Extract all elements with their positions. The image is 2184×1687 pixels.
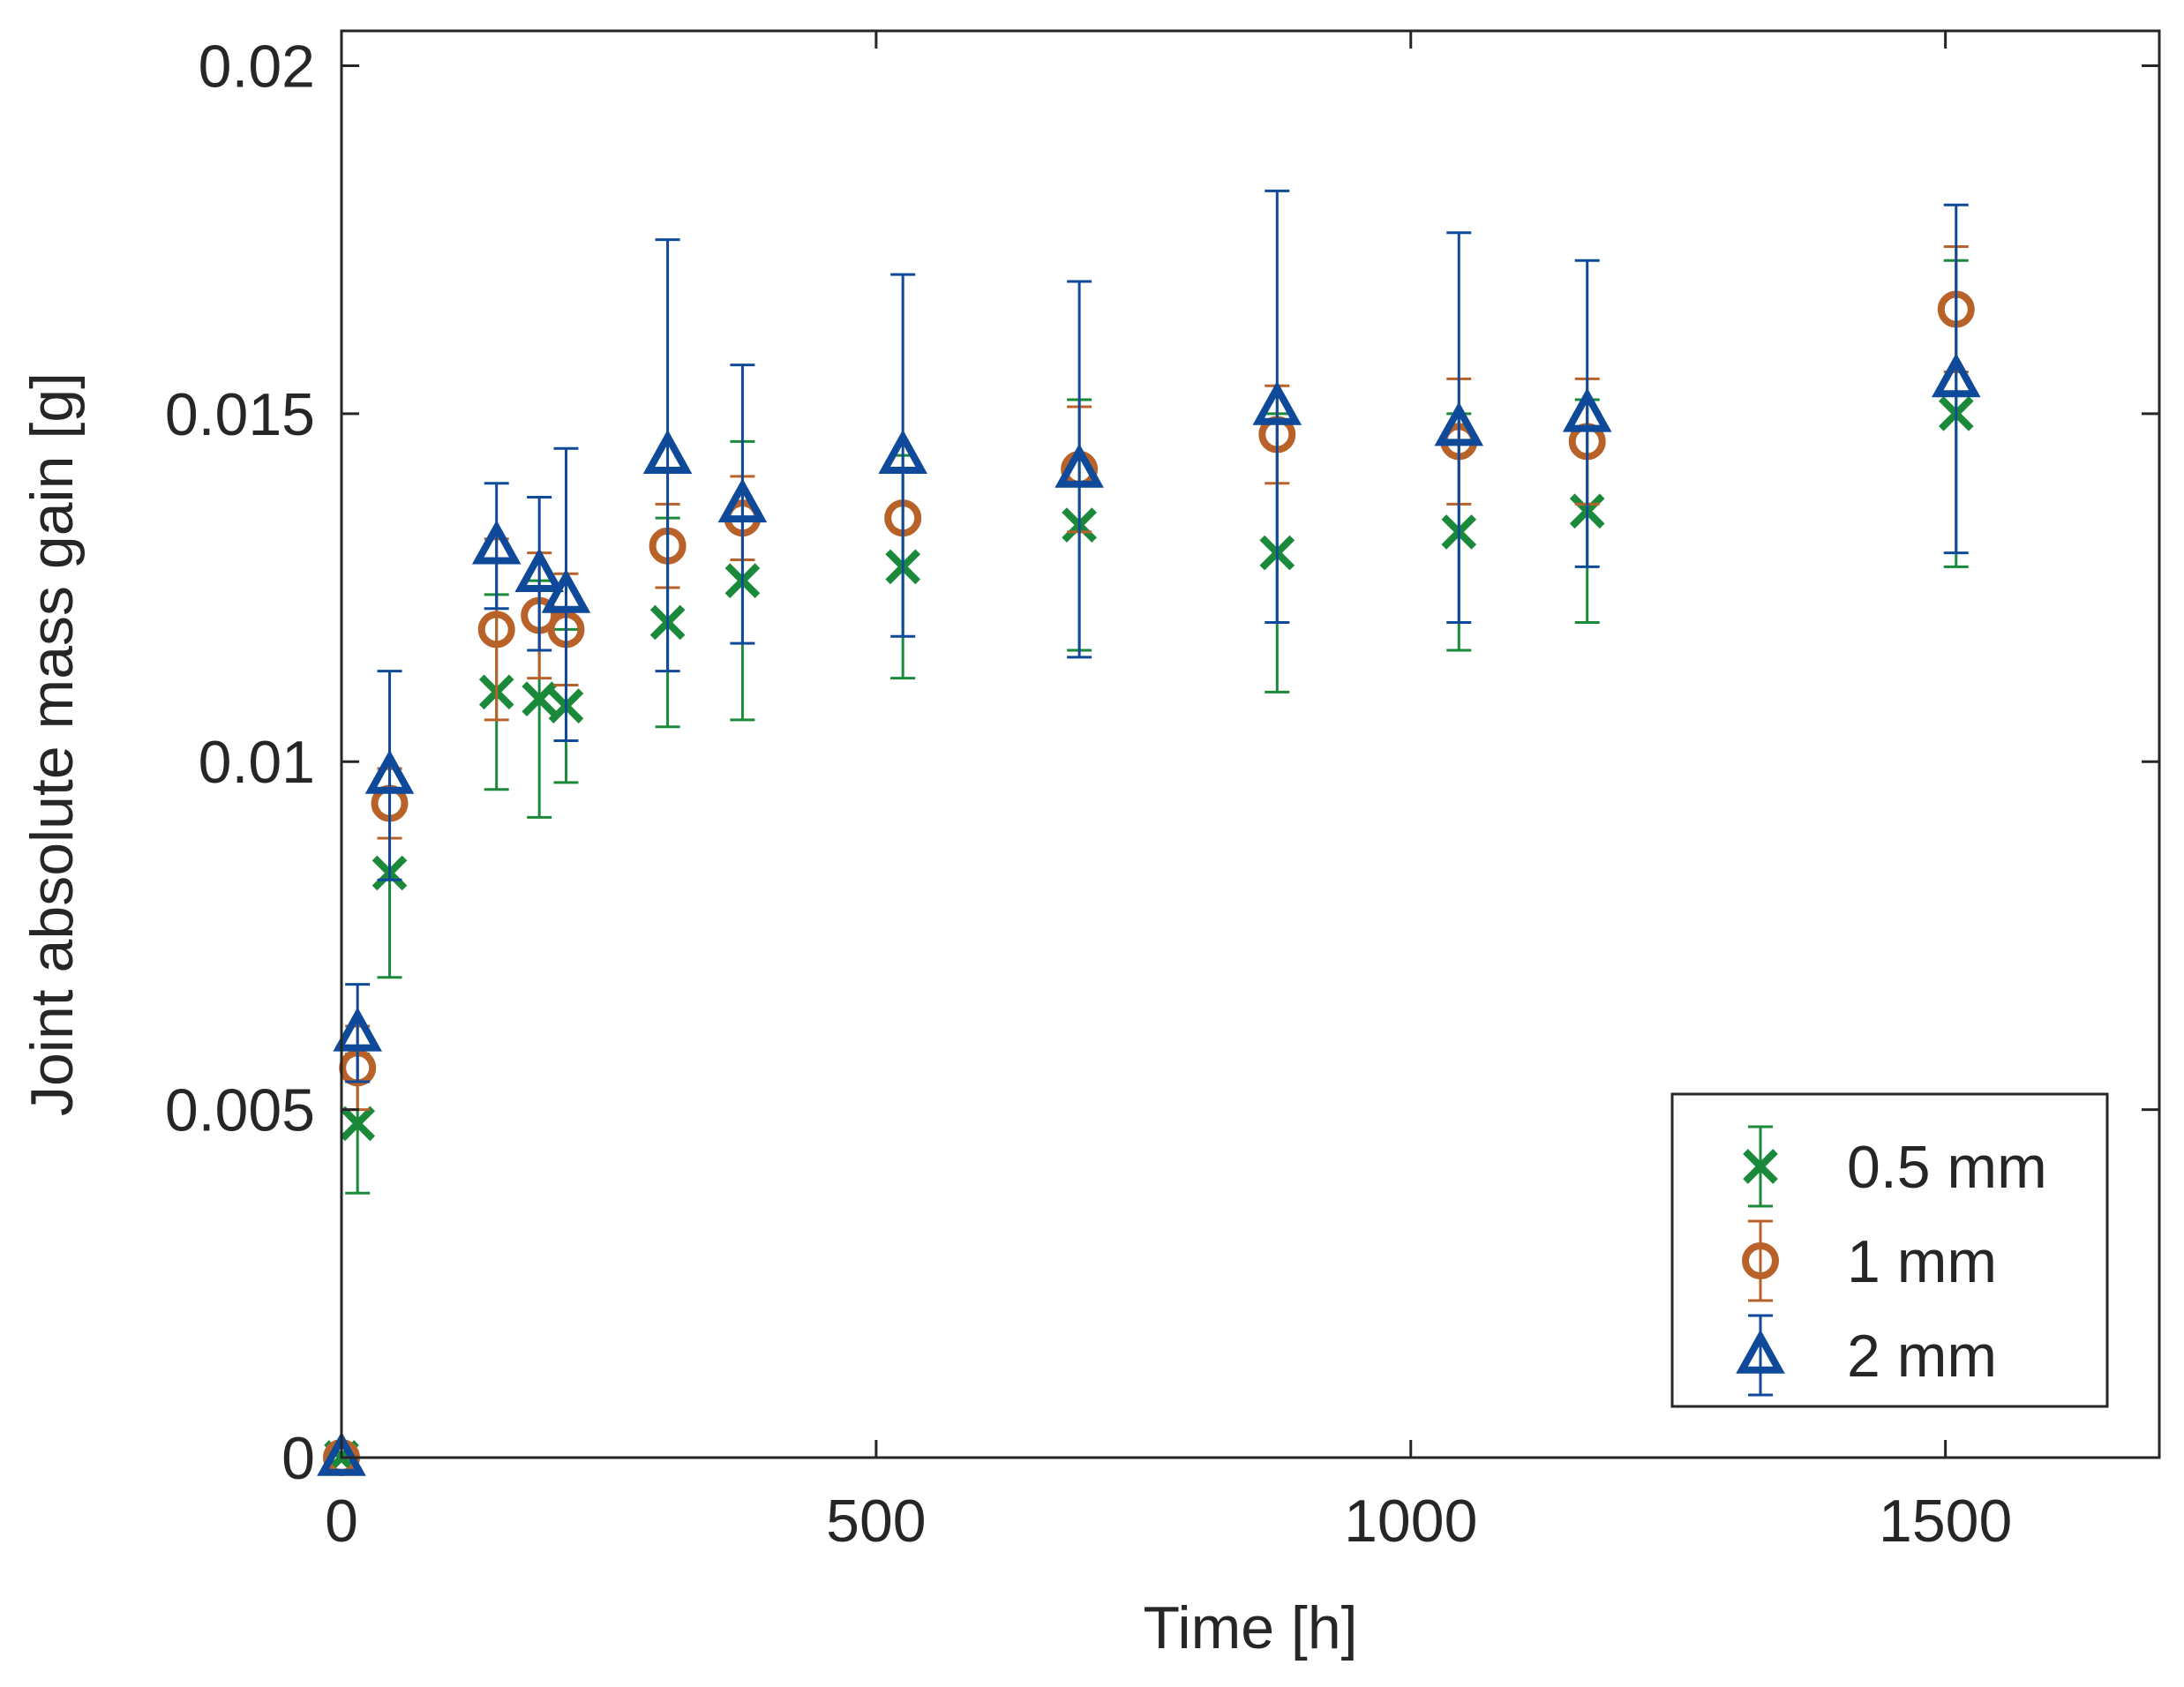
data-point: [477, 611, 515, 649]
error-bar: [730, 364, 755, 645]
x-tick-label: 500: [826, 1488, 926, 1555]
error-bar: [345, 983, 371, 1083]
error-bar: [1943, 203, 1969, 555]
data-point: [522, 681, 558, 717]
error-bar: [1446, 231, 1472, 624]
data-point: [514, 548, 564, 593]
error-bar: [553, 446, 579, 743]
error-bar: [527, 495, 552, 652]
legend-label: 0.5 mm: [1847, 1134, 2047, 1201]
error-bar: [1574, 259, 1600, 568]
legend-marker: [1736, 1329, 1785, 1374]
data-point: [471, 520, 522, 565]
plot-frame: [340, 29, 2161, 1459]
data-point: [333, 1007, 382, 1052]
data-point: [1434, 401, 1484, 446]
legend-error-bar: [1748, 1219, 1773, 1302]
y-axis-label: Joint absolute mass gain [g]: [19, 372, 86, 1116]
data-point: [541, 568, 591, 613]
data-point: [717, 478, 768, 523]
legend-error-bar: [1748, 1314, 1773, 1397]
y-tick-label: 0: [281, 1425, 315, 1492]
legend-box: [1670, 1092, 2109, 1408]
x-tick-label: 1000: [1344, 1488, 1477, 1555]
x-axis-label: Time [h]: [1143, 1594, 1357, 1661]
series-2-mm: [317, 189, 1981, 1476]
legend: 0.5 mm 1 mm 2 mm: [1670, 1092, 2109, 1408]
data-point: [1931, 353, 1981, 398]
legend-label: 2 mm: [1847, 1323, 1997, 1390]
x-tick-label: 1500: [1879, 1488, 2012, 1555]
error-bar: [377, 670, 402, 881]
data-point: [1562, 387, 1612, 432]
y-tick-label: 0.01: [199, 729, 315, 796]
legend-entry: 2 mm: [1736, 1314, 1997, 1397]
data-point: [642, 429, 693, 474]
legend-entry: 1 mm: [1742, 1219, 1997, 1302]
data-point: [878, 429, 927, 474]
axis-ticks: 0 500 1000 1500 0 0.005 0.01 0.015 0.02: [165, 31, 2159, 1555]
legend-label: 1 mm: [1847, 1228, 1997, 1295]
error-bar: [484, 482, 509, 611]
error-bar: [655, 238, 680, 673]
error-bar: [1067, 280, 1092, 659]
x-tick-label: 0: [325, 1488, 358, 1555]
data-point: [1252, 380, 1302, 425]
y-tick-label: 0.015: [165, 381, 315, 448]
data-point: [317, 1431, 366, 1476]
legend-marker: [1743, 1149, 1778, 1184]
legend-marker: [1742, 1242, 1779, 1279]
error-bar: [1265, 189, 1290, 624]
y-tick-label: 0.005: [165, 1077, 315, 1144]
data-point: [340, 1106, 376, 1142]
data-marks: [317, 189, 1981, 1476]
y-tick-label: 0.02: [199, 33, 315, 100]
legend-entry: 0.5 mm: [1743, 1125, 2047, 1208]
error-bar: [890, 273, 916, 638]
data-point: [364, 749, 415, 794]
data-point: [1054, 443, 1104, 488]
